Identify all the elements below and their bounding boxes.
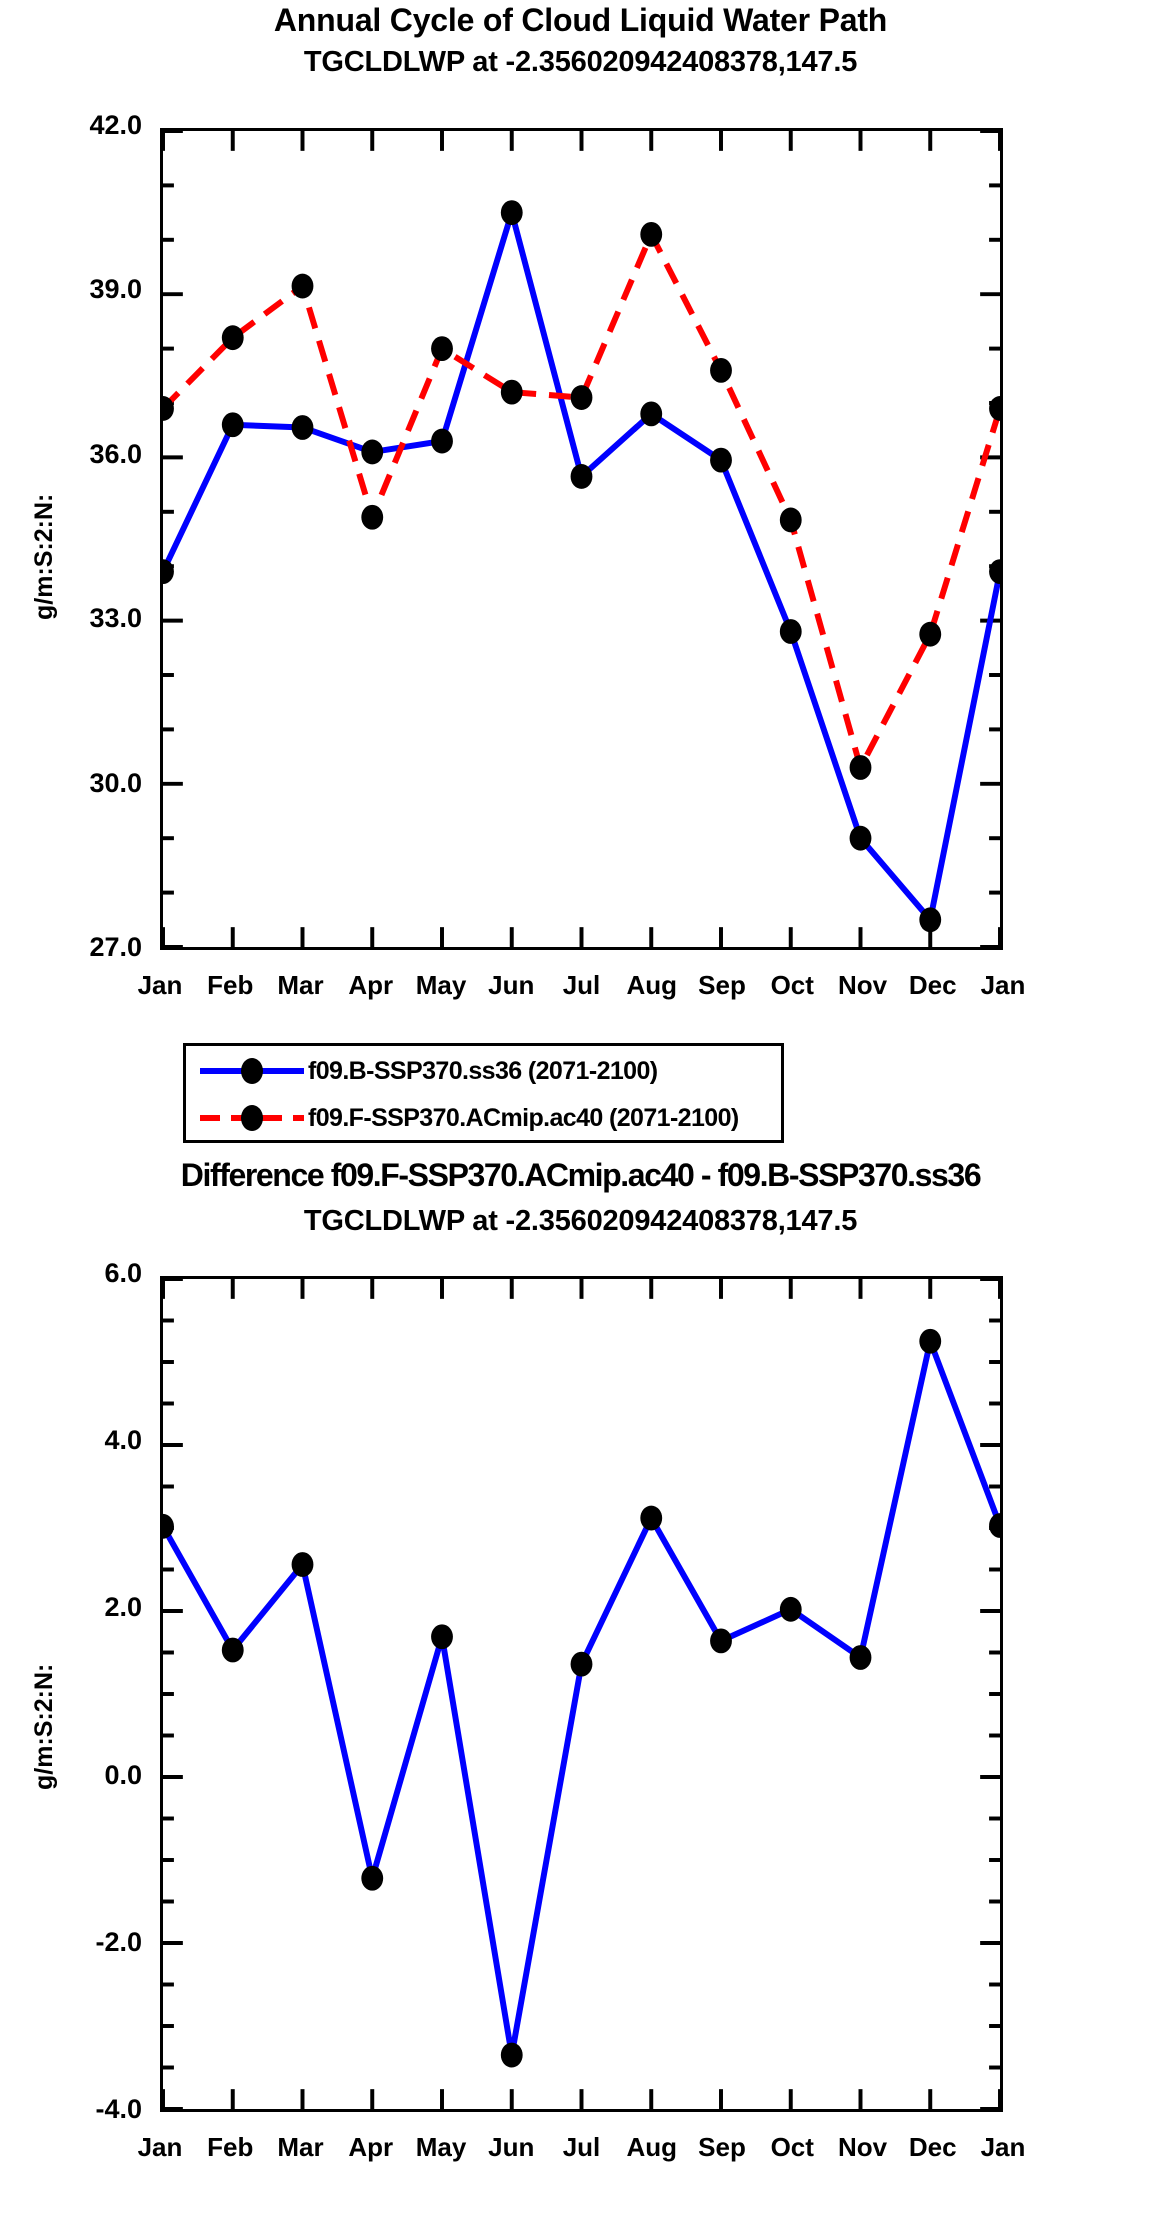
panel1-plot-area: [160, 128, 1003, 950]
legend-line-sample-series-2: [200, 1105, 304, 1131]
panel2-svg: [163, 1279, 1000, 2109]
x-tick-label: Jul: [562, 970, 601, 1000]
x-tick-label: Jun: [488, 970, 535, 1000]
y-tick-label: 6.0: [104, 1258, 142, 1288]
x-tick-label: Sep: [698, 2132, 746, 2162]
x-tick-label: May: [415, 970, 467, 1000]
x-tick-label: Mar: [277, 970, 324, 1000]
x-tick-label: Mar: [277, 2132, 324, 2162]
y-tick-label: 2.0: [104, 1592, 142, 1623]
x-tick-label: Dec: [908, 2132, 957, 2162]
x-tick-label: Jan: [137, 970, 183, 1000]
x-tick-label: Oct: [770, 970, 814, 1000]
x-tick-label: Nov: [837, 970, 888, 1000]
y-tick-label: 36.0: [89, 438, 142, 469]
x-tick-label: Jun: [488, 2132, 535, 2162]
x-tick-label: Feb: [207, 2132, 254, 2162]
legend-line-sample-series-1: [200, 1058, 304, 1084]
panel2-plot-area: [160, 1276, 1003, 2112]
panel2-title: Difference f09.F-SSP370.ACmip.ac40 - f09…: [180, 1157, 982, 1193]
y-tick-label: 30.0: [89, 767, 142, 798]
panel2-subtitle: TGCLDLWP at -2.356020942408378,147.5: [303, 1205, 858, 1237]
x-tick-label: Aug: [626, 2132, 678, 2162]
x-tick-label: Oct: [770, 2132, 814, 2162]
x-tick-label: Jul: [562, 2132, 601, 2162]
y-tick-label: 39.0: [89, 274, 142, 305]
y-tick-label: 42.0: [89, 110, 142, 140]
panel1-subtitle: TGCLDLWP at -2.356020942408378,147.5: [303, 46, 858, 78]
panel2-y-axis-label: g/m:S:2:N:: [30, 1663, 58, 1790]
y-tick-label: 33.0: [89, 603, 142, 634]
y-tick-label: 27.0: [89, 932, 142, 962]
legend-label-series-1: f09.B-SSP370.ss36 (2071-2100): [308, 1057, 658, 1085]
x-tick-label: Nov: [837, 2132, 888, 2162]
panel1-svg: [163, 131, 1000, 947]
x-tick-label: Sep: [698, 970, 746, 1000]
x-tick-label: Jan: [137, 2132, 183, 2162]
legend-item: f09.B-SSP370.ss36 (2071-2100): [186, 1046, 781, 1096]
legend-item: f09.F-SSP370.ACmip.ac40 (2071-2100): [186, 1093, 781, 1143]
x-tick-label: May: [415, 2132, 467, 2162]
panel1-legend: f09.B-SSP370.ss36 (2071-2100) f09.F-SSP3…: [183, 1043, 784, 1143]
x-tick-label: Apr: [348, 970, 394, 1000]
y-tick-label: 4.0: [104, 1425, 142, 1456]
x-tick-label: Aug: [626, 970, 678, 1000]
panel1-title: Annual Cycle of Cloud Liquid Water Path: [273, 2, 888, 38]
panel1-y-axis-label: g/m:S:2:N:: [30, 493, 58, 620]
y-tick-label: 0.0: [104, 1759, 142, 1790]
legend-label-series-2: f09.F-SSP370.ACmip.ac40 (2071-2100): [308, 1104, 739, 1132]
x-tick-label: Apr: [348, 2132, 394, 2162]
x-tick-label: Jan: [980, 970, 1026, 1000]
x-tick-label: Jan: [980, 2132, 1026, 2162]
x-tick-label: Dec: [908, 970, 957, 1000]
y-tick-label: -2.0: [95, 1926, 142, 1957]
x-tick-label: Feb: [207, 970, 254, 1000]
y-tick-label: -4.0: [95, 2094, 142, 2124]
